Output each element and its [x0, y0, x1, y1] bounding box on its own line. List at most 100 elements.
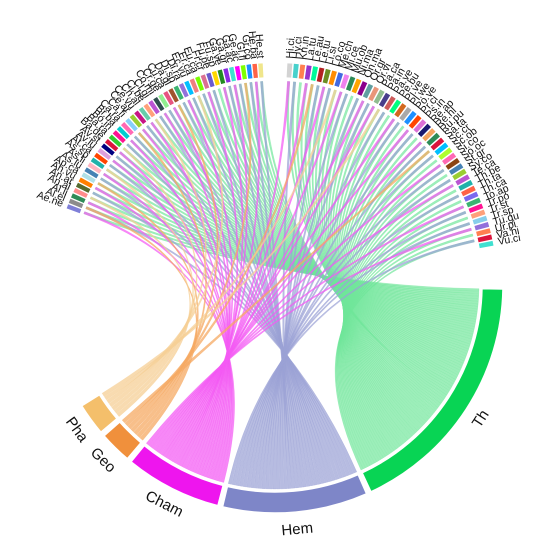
- item-arc-or-gr: [362, 83, 374, 99]
- item-arc-fr-cr: [200, 74, 210, 90]
- item-label-le-tu: Le.tu: [317, 39, 334, 65]
- item-arc-th-ta: [461, 185, 476, 197]
- item-arc-as-sp: [90, 157, 105, 170]
- item-arc-mi-ce: [340, 74, 350, 89]
- item-arc-ca-ra: [120, 122, 134, 136]
- item-arc-hy-ci: [292, 63, 299, 79]
- item-label-ge-ac: Ge.ac: [226, 33, 243, 63]
- group-arc-hem: [221, 473, 368, 514]
- item-arc-th-be: [458, 180, 473, 191]
- item-arc-ps-in: [413, 119, 427, 133]
- item-label-va-hi: Va.hi: [495, 225, 520, 242]
- item-arc-ca-fi: [125, 118, 138, 132]
- item-arc-or-vi: [368, 86, 379, 102]
- ribbon-geo-sa-ta: [121, 149, 431, 424]
- item-arc-le-au: [310, 66, 319, 81]
- item-arc-ga-gr: [223, 68, 231, 83]
- item-arc-ur-pi: [476, 228, 491, 237]
- item-arc-hi-ci: [286, 63, 293, 78]
- item-arc-bo-in: [112, 130, 126, 144]
- item-arc-as-li: [87, 162, 102, 174]
- item-arc-re-hi: [422, 128, 436, 142]
- item-arc-ec-vu: [184, 80, 194, 96]
- item-arc-cr-ge: [158, 93, 170, 109]
- item-arc-co-mi: [153, 96, 165, 112]
- item-arc-vu-ci: [478, 240, 494, 249]
- item-label-ga-gr: Ga.gr: [213, 37, 231, 66]
- item-arc-st-gr: [448, 163, 464, 175]
- item-arc-pa-ve: [384, 96, 396, 111]
- item-arc-av-lu: [97, 148, 112, 161]
- item-arc-cl-gi: [148, 100, 160, 115]
- item-arc-he-st: [258, 63, 264, 78]
- item-arc-sa-ta: [430, 137, 445, 151]
- ribbon-cham-tu-gu: [145, 227, 472, 446]
- item-arc-po-ve: [404, 110, 417, 125]
- item-arc-fu-sp: [211, 70, 220, 86]
- label-layer: Ae.neAl.elAl.liAn.alAn.arAn.vuAp.caAs.lu…: [35, 30, 522, 539]
- item-arc-la-tu: [304, 65, 312, 80]
- item-arc-di-sp: [173, 85, 184, 100]
- item-arc-er-ca: [189, 78, 199, 93]
- group-arc-cham: [129, 444, 225, 507]
- item-label-la-tu: La.tu: [304, 37, 319, 62]
- item-label-le-au: Le.au: [310, 35, 327, 63]
- item-arc-ge-ac: [234, 65, 242, 81]
- group-arc-pha: [80, 393, 118, 434]
- item-arc-ce-vu: [134, 110, 147, 125]
- item-arc-tr-sp: [472, 215, 488, 225]
- item-label-gl-fl: Gl.fl: [234, 41, 249, 61]
- group-arc-geo: [102, 420, 143, 460]
- item-label-ga-ac: Ga.ac: [219, 34, 236, 64]
- item-arc-va-hi: [477, 234, 493, 243]
- item-arc-as-lu: [84, 167, 99, 179]
- item-arc-ap-ca: [81, 172, 96, 184]
- item-arc-eu-ca: [195, 76, 205, 91]
- item-arc-al-li: [70, 193, 86, 203]
- item-label-he-st: He.st: [253, 34, 267, 59]
- item-arc-li-si: [322, 68, 331, 84]
- item-arc-pa-ca: [373, 89, 385, 105]
- item-label-li-si: Li.si: [323, 45, 339, 66]
- item-arc-gr-co: [246, 64, 253, 79]
- item-label-kn-in: Kn.in: [297, 35, 312, 60]
- item-arc-th-ca: [463, 191, 479, 202]
- item-label-hy-ci: Hy.ci: [291, 36, 305, 60]
- item-arc-re-ap: [417, 123, 432, 138]
- item-arc-ce-ar: [129, 114, 143, 128]
- item-arc-al-el: [68, 198, 84, 209]
- item-arc-pr-ci: [408, 115, 422, 129]
- item-arc-tr-po: [468, 203, 484, 214]
- item-arc-si-co: [442, 152, 457, 165]
- item-arc-ch-al: [138, 106, 151, 121]
- group-label-pha: Pha: [62, 414, 92, 446]
- item-arc-pe-bu: [389, 99, 402, 114]
- item-arc-so-oc: [445, 157, 460, 170]
- item-arc-me-ch: [334, 72, 344, 88]
- item-arc-lo-co: [328, 70, 337, 86]
- item-arc-tu-gu: [474, 221, 490, 231]
- item-label-he-ba: He.ba: [246, 30, 261, 59]
- item-arc-he-ba: [252, 63, 258, 79]
- item-arc-ae-ne: [66, 204, 82, 214]
- item-arc-an-vu: [78, 177, 93, 189]
- ribbon-geo-ap-ca: [97, 181, 199, 438]
- item-arc-av-st: [101, 143, 115, 156]
- item-label-hi-ci: Hi.ci: [284, 38, 297, 59]
- item-arc-ci-be: [143, 103, 156, 118]
- arc-layer: [66, 63, 504, 514]
- item-arc-tr-st: [470, 209, 486, 219]
- item-arc-an-al: [73, 188, 88, 198]
- group-label-hem: Hem: [281, 520, 314, 540]
- item-arc-br-ba: [116, 126, 130, 140]
- group-label-geo: Geo: [87, 444, 119, 476]
- item-arc-on-ma: [357, 81, 368, 96]
- item-arc-fu-pe: [206, 72, 215, 88]
- item-label-gr-co: Gr.co: [239, 34, 254, 60]
- item-arc-ga-ac: [229, 66, 237, 82]
- item-arc-gl-fl: [240, 65, 247, 80]
- item-arc-ru-pu: [426, 132, 440, 146]
- ribbon-hem-va-hi: [227, 239, 475, 485]
